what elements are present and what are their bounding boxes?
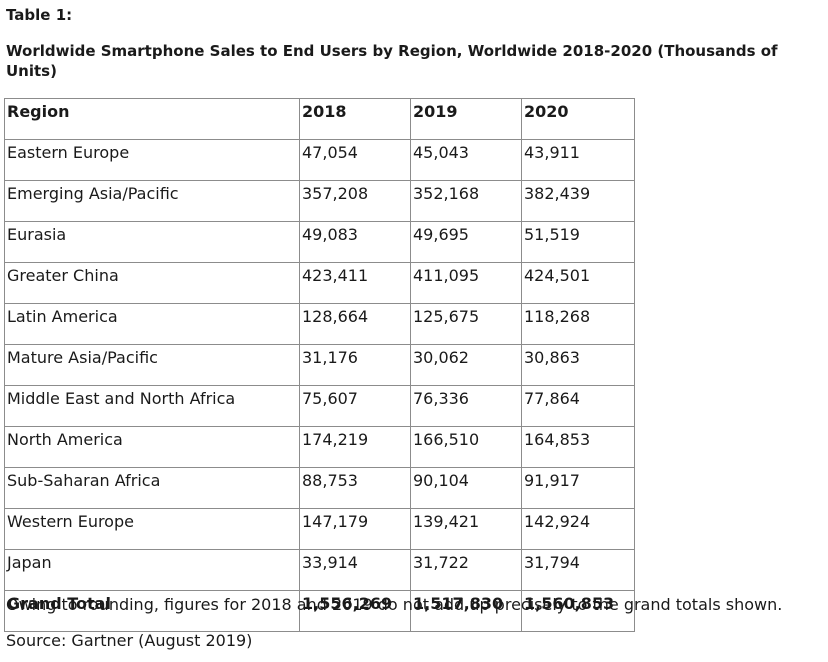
header-2018: 2018 [299, 98, 411, 140]
region-cell: Emerging Asia/Pacific [4, 180, 300, 222]
table-row: Eurasia 49,083 49,695 51,519 [4, 221, 635, 263]
table-row: Japan 33,914 31,722 31,794 [4, 549, 635, 591]
value-cell-2020: 30,863 [521, 344, 635, 386]
table-row: Eastern Europe 47,054 45,043 43,911 [4, 139, 635, 181]
table-row: Sub-Saharan Africa 88,753 90,104 91,917 [4, 467, 635, 509]
table-row: Greater China 423,411 411,095 424,501 [4, 262, 635, 304]
value-cell-2018: 88,753 [299, 467, 411, 509]
value-cell-2019: 45,043 [410, 139, 522, 181]
value-cell-2019: 139,421 [410, 508, 522, 550]
value-cell-2018: 47,054 [299, 139, 411, 181]
region-cell: North America [4, 426, 300, 468]
value-cell-2019: 49,695 [410, 221, 522, 263]
region-cell: Eastern Europe [4, 139, 300, 181]
value-cell-2020: 164,853 [521, 426, 635, 468]
header-2019: 2019 [410, 98, 522, 140]
value-cell-2020: 43,911 [521, 139, 635, 181]
grand-total-2020: 1,560,853 [521, 590, 635, 632]
value-cell-2018: 33,914 [299, 549, 411, 591]
value-cell-2018: 49,083 [299, 221, 411, 263]
region-cell: Latin America [4, 303, 300, 345]
region-cell: Greater China [4, 262, 300, 304]
table-row: North America 174,219 166,510 164,853 [4, 426, 635, 468]
region-cell: Japan [4, 549, 300, 591]
header-row: Region 2018 2019 2020 [4, 98, 635, 140]
value-cell-2020: 77,864 [521, 385, 635, 427]
value-cell-2019: 411,095 [410, 262, 522, 304]
region-cell: Middle East and North Africa [4, 385, 300, 427]
table-row: Western Europe 147,179 139,421 142,924 [4, 508, 635, 550]
value-cell-2020: 382,439 [521, 180, 635, 222]
value-cell-2020: 51,519 [521, 221, 635, 263]
value-cell-2019: 352,168 [410, 180, 522, 222]
value-cell-2019: 76,336 [410, 385, 522, 427]
region-cell: Eurasia [4, 221, 300, 263]
header-2020: 2020 [521, 98, 635, 140]
value-cell-2020: 31,794 [521, 549, 635, 591]
table-label: Table 1: [6, 6, 73, 24]
table-row: Middle East and North Africa 75,607 76,3… [4, 385, 635, 427]
grand-total-label: Grand Total [4, 590, 300, 632]
value-cell-2020: 424,501 [521, 262, 635, 304]
value-cell-2018: 174,219 [299, 426, 411, 468]
value-cell-2020: 118,268 [521, 303, 635, 345]
value-cell-2018: 423,411 [299, 262, 411, 304]
region-cell: Western Europe [4, 508, 300, 550]
value-cell-2018: 147,179 [299, 508, 411, 550]
header-region: Region [4, 98, 300, 140]
value-cell-2019: 166,510 [410, 426, 522, 468]
table-row: Emerging Asia/Pacific 357,208 352,168 38… [4, 180, 635, 222]
value-cell-2020: 91,917 [521, 467, 635, 509]
table-row: Mature Asia/Pacific 31,176 30,062 30,863 [4, 344, 635, 386]
source-note: Source: Gartner (August 2019) [6, 631, 253, 650]
sales-table: Region 2018 2019 2020 Eastern Europe 47,… [4, 98, 635, 632]
value-cell-2019: 90,104 [410, 467, 522, 509]
value-cell-2020: 142,924 [521, 508, 635, 550]
value-cell-2018: 128,664 [299, 303, 411, 345]
region-cell: Mature Asia/Pacific [4, 344, 300, 386]
value-cell-2019: 30,062 [410, 344, 522, 386]
table-row: Latin America 128,664 125,675 118,268 [4, 303, 635, 345]
table-title: Worldwide Smartphone Sales to End Users … [6, 42, 778, 80]
value-cell-2018: 357,208 [299, 180, 411, 222]
value-cell-2019: 31,722 [410, 549, 522, 591]
rounding-footnote: Owing to rounding, figures for 2018 and … [6, 595, 783, 614]
region-cell: Sub-Saharan Africa [4, 467, 300, 509]
value-cell-2019: 125,675 [410, 303, 522, 345]
grand-total-row: Grand Total 1,556,269 1,517,830 1,560,85… [4, 590, 635, 632]
value-cell-2018: 75,607 [299, 385, 411, 427]
grand-total-2018: 1,556,269 [299, 590, 411, 632]
value-cell-2018: 31,176 [299, 344, 411, 386]
